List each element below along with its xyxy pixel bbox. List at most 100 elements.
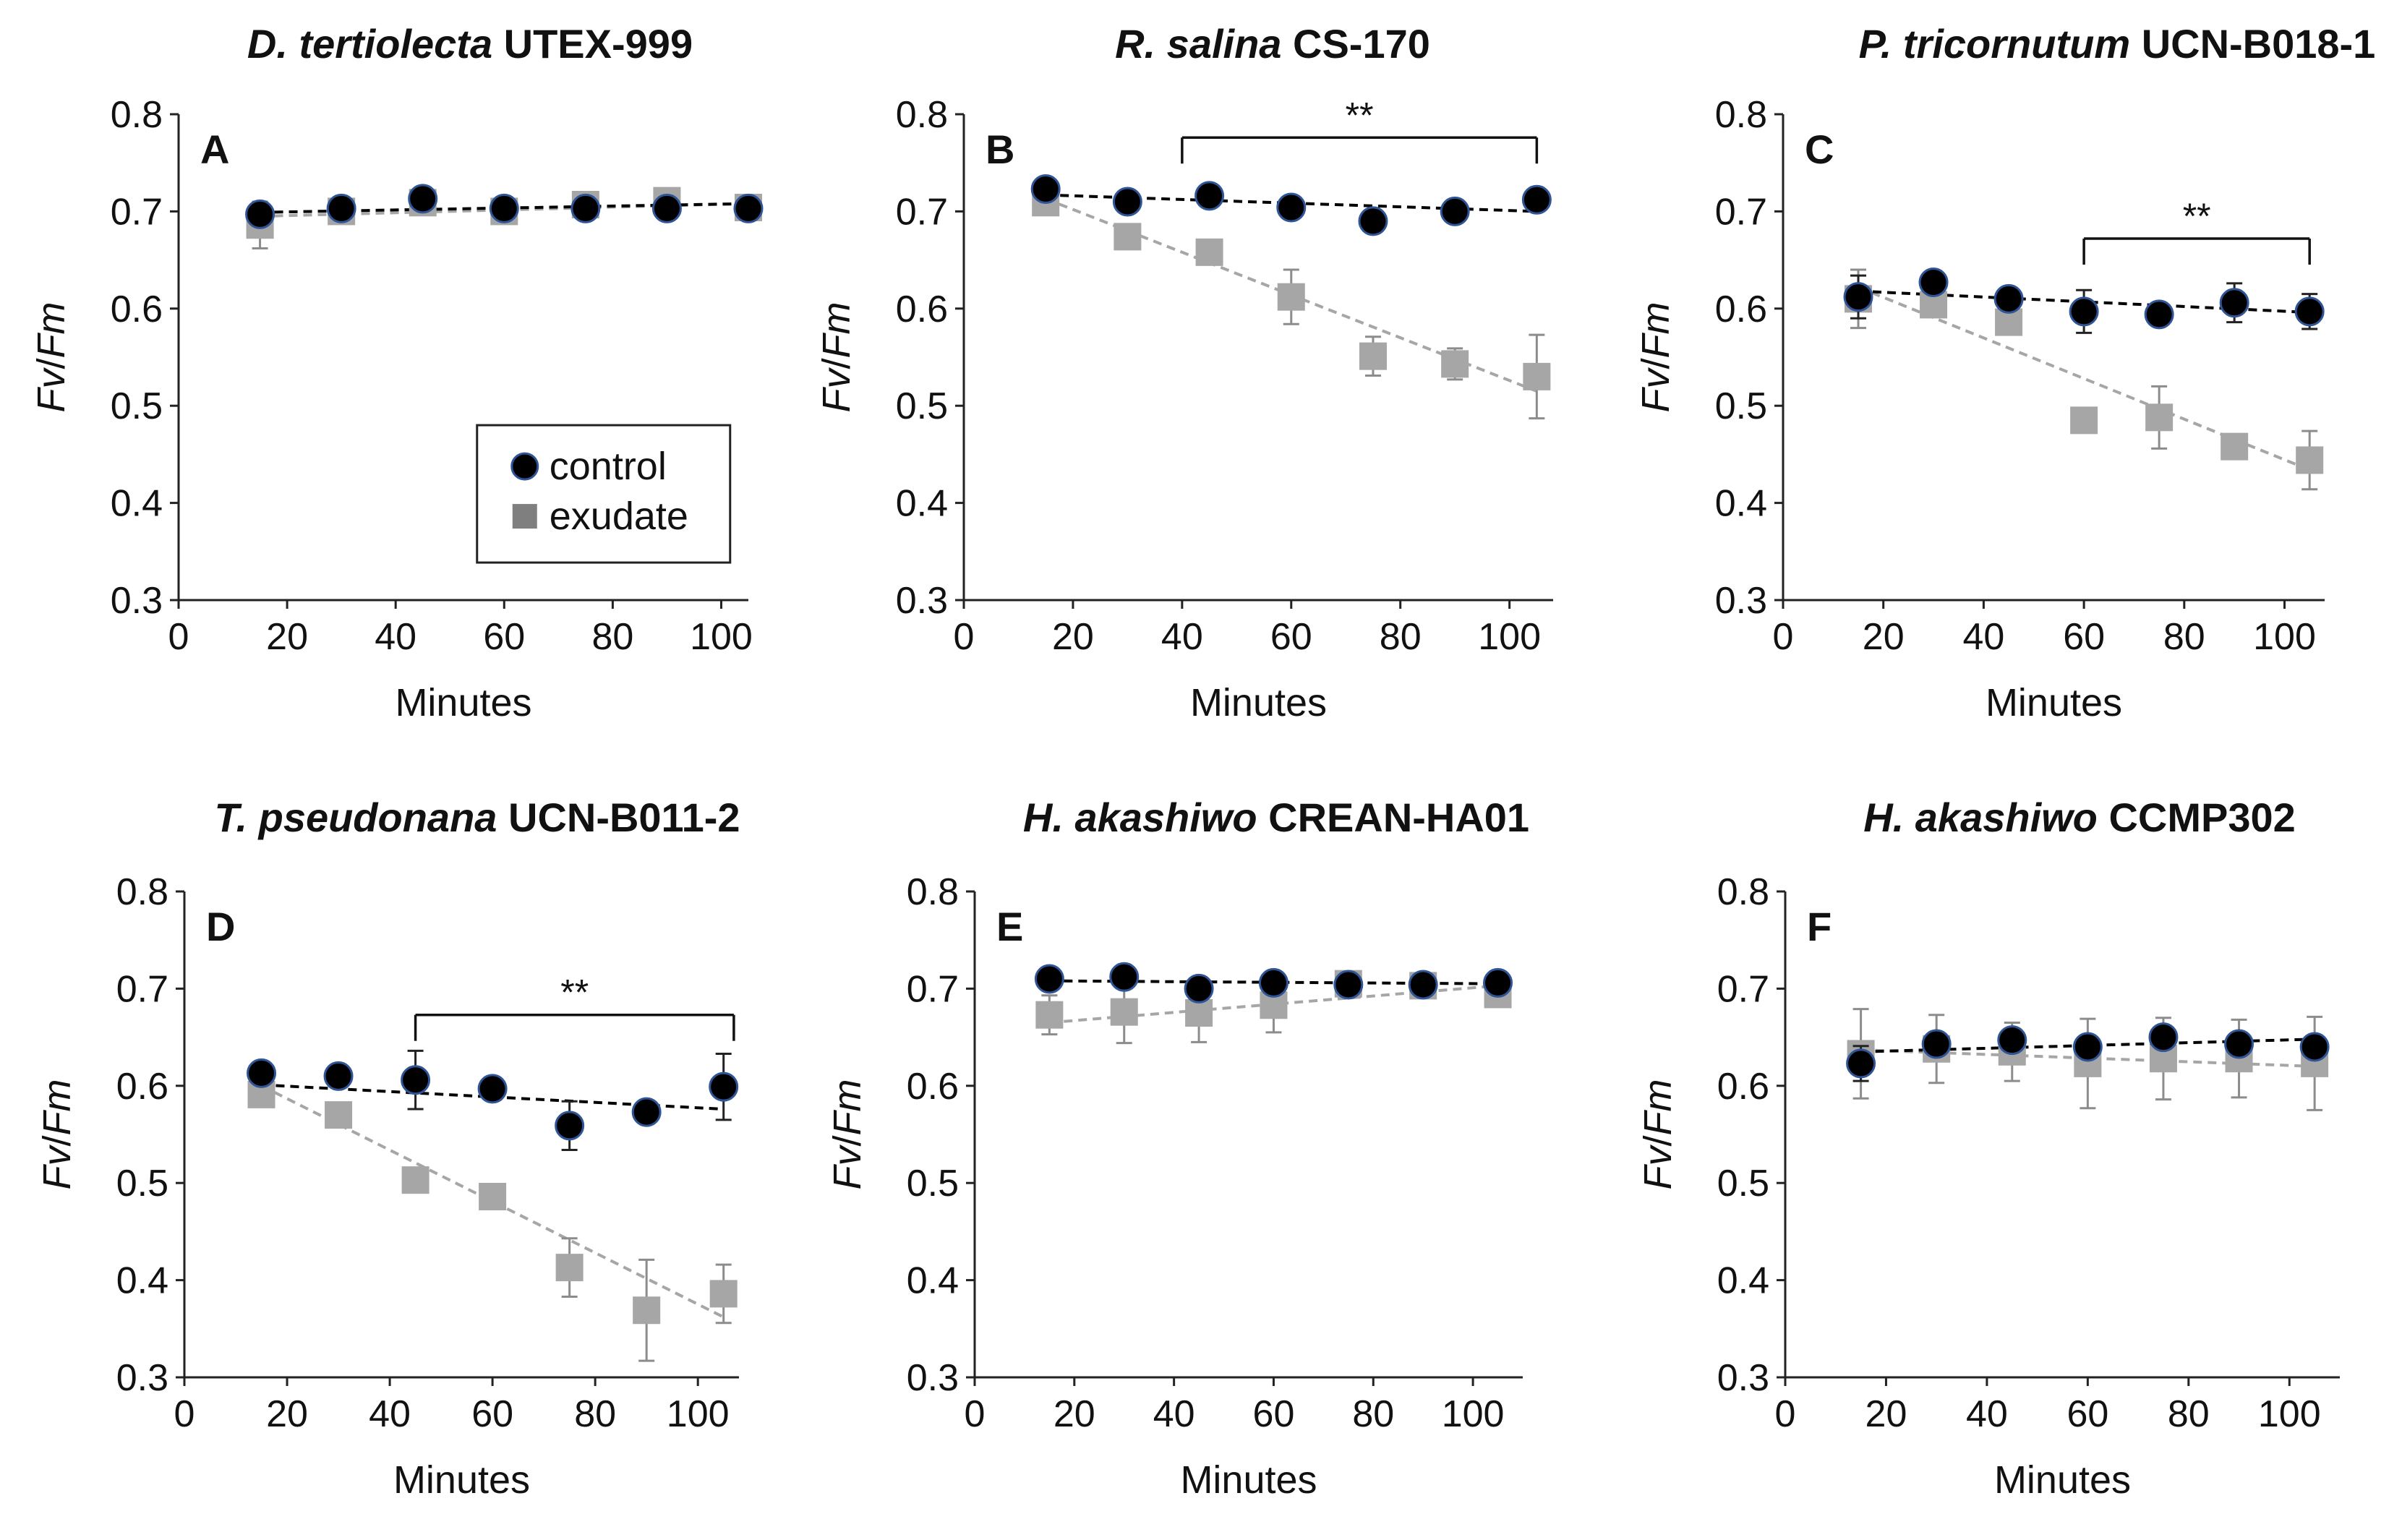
exudate-point xyxy=(325,1101,353,1129)
x-tick-label: 40 xyxy=(1161,616,1203,658)
chart-area: 0.3 0.4 0.5 0.6 0.7 0.8 0 20 40 60 80 100 Minutes Fv/… xyxy=(1634,94,2325,724)
y-tick-label: 0.8 xyxy=(907,871,959,913)
panel-a: D. tertiolecta UTEX-999 0.3 0.4 0.5 0.6 0.7 0… xyxy=(0,0,799,770)
panel-b: R. salina CS-170 0.3 0.4 0.5 0.6 0.7 0.8 0 20 40… xyxy=(799,0,1598,770)
control-point xyxy=(1258,967,1288,998)
control-point xyxy=(2294,296,2325,327)
y-tick-label: 0.8 xyxy=(116,871,168,913)
x-tick-label: 80 xyxy=(2168,1393,2210,1435)
control-point xyxy=(709,1071,739,1102)
x-tick-label: 60 xyxy=(1253,1393,1295,1435)
control-point xyxy=(1194,181,1225,211)
x-tick-label: 0 xyxy=(954,616,975,658)
x-tick-label: 40 xyxy=(369,1393,411,1435)
x-tick-label: 20 xyxy=(1053,1393,1095,1435)
species-name: H. akashiwo xyxy=(1022,795,1257,840)
control-point xyxy=(2148,1022,2179,1053)
y-tick-label: 0.4 xyxy=(116,1260,168,1302)
legend-control-label: control xyxy=(550,445,667,488)
y-tick-label: 0.3 xyxy=(1717,1357,1769,1399)
control-series xyxy=(1030,174,1552,236)
y-tick-label: 0.7 xyxy=(907,968,959,1010)
control-point xyxy=(1276,192,1307,223)
species-name: R. salina xyxy=(1115,21,1282,67)
x-tick-label: 100 xyxy=(1442,1393,1505,1435)
significance-label: ** xyxy=(1346,95,1374,135)
control-point xyxy=(1843,282,1873,312)
chart-area: 0.3 0.4 0.5 0.6 0.7 0.8 0 20 40 60 80 100 Minutes Fv/… xyxy=(30,94,764,724)
panel-title: H. akashiwo CREAN-HA01 xyxy=(842,794,1710,841)
x-tick-label: 80 xyxy=(1352,1393,1394,1435)
x-tick-label: 40 xyxy=(1962,616,2004,658)
control-point xyxy=(555,1111,585,1141)
y-tick-label: 0.7 xyxy=(896,191,948,233)
y-tick-label: 0.4 xyxy=(1717,1260,1769,1302)
x-tick-label: 80 xyxy=(1380,616,1422,658)
x-tick-label: 0 xyxy=(174,1393,195,1435)
x-tick-label: 100 xyxy=(2253,616,2316,658)
panel-letter: C xyxy=(1805,127,1834,172)
exudate-point xyxy=(1185,999,1213,1027)
control-point xyxy=(1109,962,1140,992)
panel-d: T. pseudonana UCN-B011-2 0.3 0.4 0.5 0.6 0.7… xyxy=(0,770,799,1540)
panel-title: R. salina CS-170 xyxy=(839,20,1706,67)
exudate-point xyxy=(633,1296,661,1325)
x-tick-label: 40 xyxy=(1153,1393,1195,1435)
y-tick-label: 0.4 xyxy=(896,483,948,525)
species-name: H. akashiwo xyxy=(1863,795,2098,840)
x-axis-label: Minutes xyxy=(1994,1458,2131,1502)
y-axis-label: Fv/Fm xyxy=(815,302,858,413)
chart-area: 0.3 0.4 0.5 0.6 0.7 0.8 0 20 40 60 80 100 Minutes Fv/… xyxy=(826,871,1523,1502)
control-point xyxy=(1483,967,1513,998)
significance-bracket: ** xyxy=(2082,196,2311,265)
x-tick-label: 100 xyxy=(1478,616,1541,658)
x-axis-label: Minutes xyxy=(1190,681,1327,724)
chart-area: 0.3 0.4 0.5 0.6 0.7 0.8 0 20 40 60 80 100 Minutes Fv/… xyxy=(815,94,1553,724)
x-tick-label: 80 xyxy=(591,616,633,658)
x-tick-label: 20 xyxy=(266,1393,308,1435)
control-point xyxy=(323,1061,354,1091)
control-series xyxy=(1846,1022,2330,1082)
x-tick-label: 60 xyxy=(2063,616,2105,658)
control-point xyxy=(1521,184,1552,215)
x-tick-label: 80 xyxy=(2163,616,2205,658)
control-point xyxy=(1358,206,1388,236)
x-axis-label: Minutes xyxy=(1986,681,2122,724)
strain-name: CREAN-HA01 xyxy=(1268,795,1530,840)
x-axis-label: Minutes xyxy=(1180,1458,1317,1502)
control-point xyxy=(1846,1048,1876,1079)
exudate-point xyxy=(2145,403,2174,432)
control-point xyxy=(1034,964,1064,994)
exudate-point xyxy=(1195,238,1223,266)
x-tick-label: 60 xyxy=(483,616,525,658)
y-tick-label: 0.8 xyxy=(1717,871,1769,913)
y-tick-label: 0.6 xyxy=(116,1066,168,1108)
x-tick-label: 100 xyxy=(690,616,753,658)
control-point xyxy=(1997,1025,2027,1056)
x-tick-label: 20 xyxy=(1863,616,1905,658)
panel-letter: F xyxy=(1807,904,1832,949)
control-point xyxy=(326,193,356,223)
control-point xyxy=(245,199,275,229)
x-axis-label: Minutes xyxy=(395,681,531,724)
y-axis-label: Fv/Fm xyxy=(30,302,73,413)
y-tick-label: 0.3 xyxy=(907,1357,959,1399)
exudate-point xyxy=(2221,432,2249,461)
exudate-point xyxy=(2070,406,2098,435)
y-tick-label: 0.3 xyxy=(1715,580,1767,622)
control-series xyxy=(247,1049,739,1152)
exudate-point xyxy=(2296,446,2324,474)
panel-title: H. akashiwo CCMP302 xyxy=(1646,794,2402,841)
x-tick-label: 0 xyxy=(168,616,189,658)
species-name: T. pseudonana xyxy=(214,795,497,840)
exudate-point xyxy=(1035,1001,1064,1029)
control-point xyxy=(401,1065,431,1095)
y-tick-label: 0.7 xyxy=(1717,968,1769,1010)
panel-f: H. akashiwo CCMP302 0.3 0.4 0.5 0.6 0.7 0.8 0 2… xyxy=(1598,770,2397,1540)
exudate-point xyxy=(1441,350,1469,378)
panel-title: D. tertiolecta UTEX-999 xyxy=(36,20,904,67)
control-point xyxy=(2072,1032,2103,1062)
control-point xyxy=(733,193,764,223)
control-point xyxy=(1184,973,1214,1004)
